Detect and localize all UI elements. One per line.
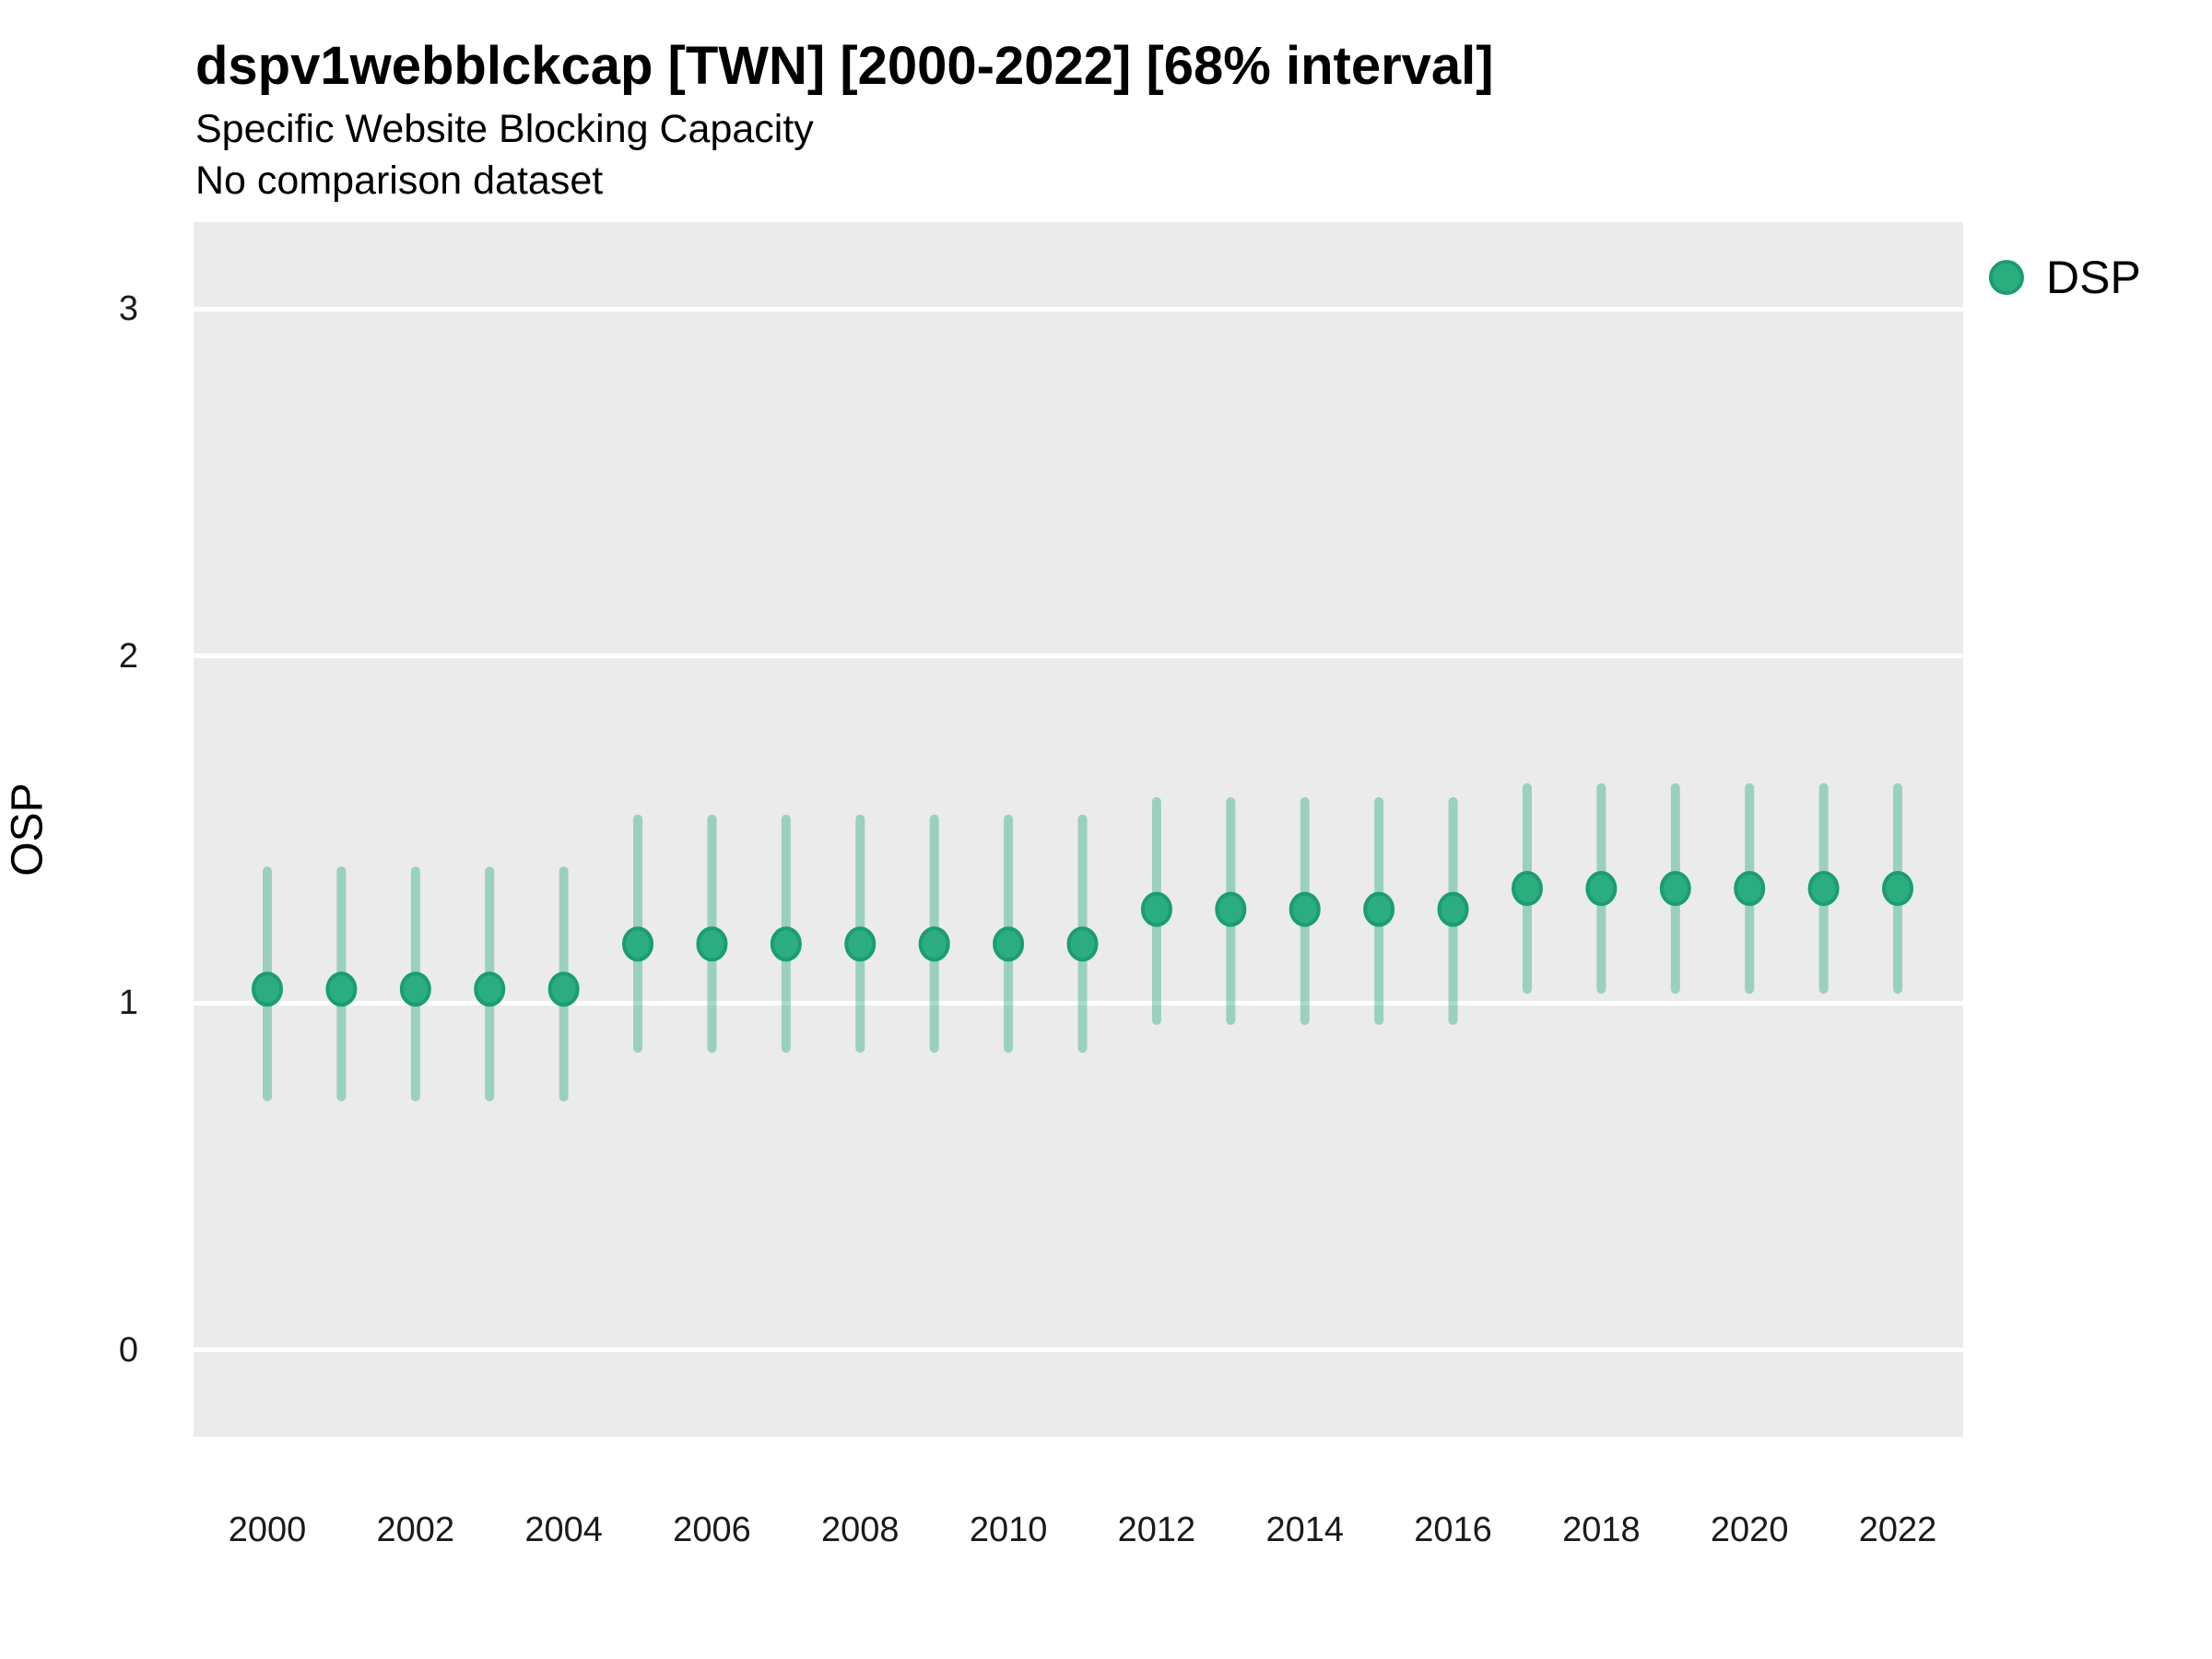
y-axis-title: OSP: [3, 782, 53, 877]
gridline-y-0: [194, 1347, 1963, 1353]
x-tick-label: 2006: [673, 1511, 751, 1549]
legend-label: DSP: [2046, 252, 2141, 303]
chart-subtitle: Specific Website Blocking Capacity: [195, 107, 814, 151]
x-tick-label: 2014: [1265, 1511, 1345, 1549]
x-tick-label: 2010: [969, 1511, 1048, 1549]
x-tick-label: 2008: [820, 1511, 900, 1549]
x-tick-label: 2000: [228, 1511, 307, 1549]
x-tick-label: 2022: [1858, 1511, 1937, 1549]
x-tick-label: 2020: [1710, 1511, 1789, 1549]
y-tick-label: 0: [118, 1330, 138, 1370]
gridline-y-3: [194, 306, 1963, 312]
x-tick-label: 2002: [376, 1511, 455, 1549]
comparison-note: No comparison dataset: [195, 159, 604, 203]
plot-panel: [194, 222, 1963, 1437]
legend: DSP: [1989, 251, 2141, 304]
x-tick-label: 2018: [1562, 1511, 1641, 1549]
chart-title: dspv1webblckcap [TWN] [2000-2022] [68% i…: [195, 36, 1494, 96]
x-tick-label: 2004: [524, 1511, 603, 1549]
x-tick-label: 2012: [1117, 1511, 1196, 1549]
y-tick-label: 2: [118, 636, 138, 676]
gridline-y-2: [194, 653, 1963, 659]
gridline-y-1: [194, 1000, 1963, 1006]
legend-point-icon: [1989, 260, 2024, 295]
x-tick-label: 2016: [1414, 1511, 1492, 1549]
y-tick-label: 3: [118, 289, 138, 329]
y-tick-label: 1: [118, 983, 138, 1023]
